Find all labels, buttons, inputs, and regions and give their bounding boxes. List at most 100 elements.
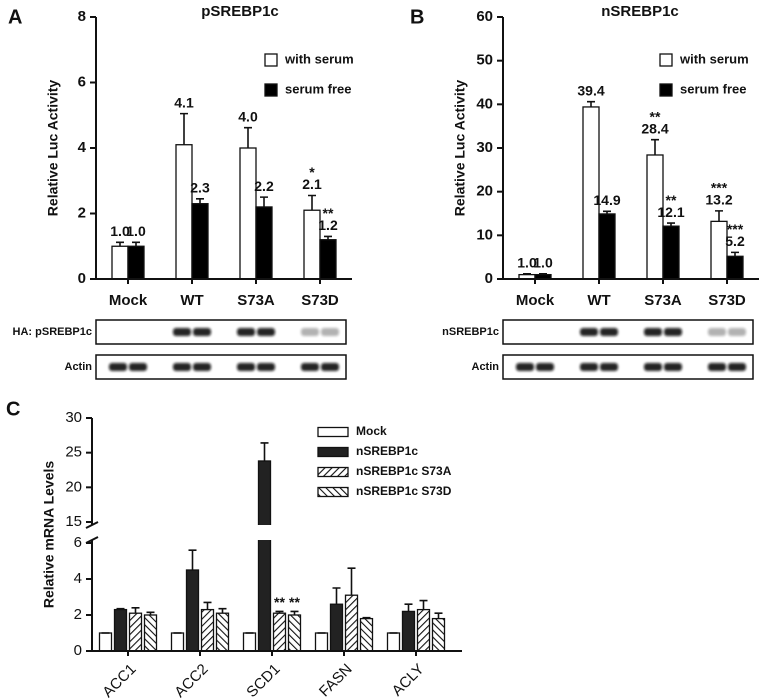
blot-band [664,363,682,371]
blot-band [708,363,726,371]
panel-label: C [6,398,20,420]
y-tick-label: 15 [65,513,82,530]
bar [314,632,329,652]
bar [185,569,200,652]
legend-swatch [317,486,349,498]
blot-band [173,328,191,336]
significance: ** [666,192,677,208]
chart-title: nSREBP1c [601,3,679,20]
y-tick-label: 30 [476,139,493,156]
error-bar [603,210,611,214]
error-bar [188,549,197,570]
blot-band [301,328,319,336]
x-tick-label: ACC2 [171,661,211,700]
significance: * [309,164,315,180]
y-tick-label: 2 [74,606,82,623]
bar [127,245,145,280]
bar [710,220,728,280]
legend-label: nSREBP1c S73D [356,484,452,498]
value-label: 13.2 [705,192,732,208]
error-bar [715,210,723,222]
blot-band [193,328,211,336]
significance: ** [274,594,285,610]
error-bar [324,235,332,240]
bar [98,632,113,652]
x-tick-label: ACLY [389,661,428,700]
error-bar [146,611,155,615]
y-tick-label: 0 [485,270,493,287]
bar [416,608,431,652]
bar [255,206,273,280]
bar [344,594,359,652]
value-label: 1.0 [517,254,537,270]
error-bar [434,612,443,619]
legend-swatch [317,426,349,438]
value-label: 39.4 [577,82,604,98]
error-bar [332,587,341,605]
axes [95,17,352,280]
blot-band [708,328,726,336]
significance: ** [650,108,661,124]
error-bar [731,251,739,257]
blot-band [237,328,255,336]
error-bar [196,197,204,204]
bar [143,614,158,652]
bar [191,203,209,280]
error-bar [523,272,531,275]
bar [200,608,215,652]
y-tick-label: 60 [476,8,493,25]
blot-band [728,328,746,336]
value-label: 5.2 [725,233,745,249]
error-bar [132,241,140,247]
significance: ** [323,205,334,221]
panel-label: A [8,6,22,28]
bar [598,213,616,280]
x-tick-label: WT [587,292,610,309]
value-label: 1.0 [126,223,146,239]
blot-band [580,363,598,371]
legend-label: with serum [679,51,749,66]
value-label: 2.3 [190,179,210,195]
value-label: 1.0 [110,223,130,239]
error-bar [651,138,659,155]
y-tick-label: 10 [476,226,493,243]
y-tick-label: 2 [78,204,86,221]
significance: ** [289,594,300,610]
bar [128,612,143,652]
legend-label: serum free [680,81,746,96]
value-label: 14.9 [593,192,620,208]
x-tick-label: FASN [316,661,356,700]
bar [239,147,257,280]
blot-band [173,363,191,371]
legend-swatch [317,466,349,478]
axis-break-gap [84,525,454,540]
x-tick-label: S73A [644,292,682,309]
blot-band [129,363,147,371]
x-tick-label: Mock [109,292,148,309]
axes [502,17,759,280]
bar [170,632,185,652]
blot-band [600,363,618,371]
error-bar [131,607,140,614]
y-tick-label: 0 [78,270,86,287]
bar [662,225,680,280]
y-tick-label: 20 [65,478,82,495]
x-tick-label: S73D [708,292,746,309]
y-tick-label: 6 [78,73,86,90]
y-tick-label: 30 [65,409,82,426]
blot-band [536,363,554,371]
error-bar [244,126,252,148]
x-tick-label: SCD1 [243,661,283,700]
bar [175,144,193,280]
error-bar [404,603,413,612]
blot-band [580,328,598,336]
error-bar [116,241,124,247]
y-tick-label: 6 [74,534,82,551]
value-label: 4.1 [174,94,194,110]
legend-swatch [264,83,278,97]
blot-band [321,328,339,336]
blot-band [321,363,339,371]
y-tick-label: 20 [476,183,493,200]
y-axis-label: Relative mRNA Levels [41,461,57,609]
